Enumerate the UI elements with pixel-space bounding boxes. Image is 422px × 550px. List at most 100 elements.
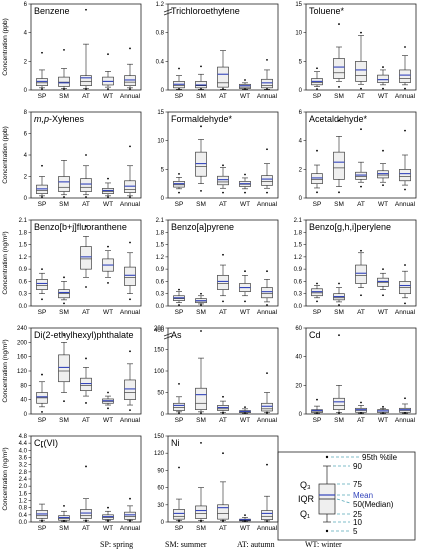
iqr-box (333, 151, 345, 180)
x-tick-label: WT (103, 309, 113, 316)
dot-95 (178, 383, 180, 385)
panel-title: m,p-Xylenes (34, 114, 85, 124)
x-tick-label: Annual (257, 93, 278, 100)
dot-5 (316, 88, 318, 90)
footnote-summer: SM: summer (165, 540, 207, 549)
box-wt (102, 245, 114, 284)
y-tick-label: 0 (24, 88, 28, 94)
box-sp (173, 67, 185, 90)
x-tick-label: WT (103, 525, 113, 532)
x-tick-label: WT (378, 93, 388, 100)
plot-frame (167, 3, 279, 91)
iqr-box (377, 170, 389, 179)
y-tick-label: 1.2 (19, 255, 28, 261)
x-tick-label: WT (240, 525, 250, 532)
y-tick-label: 4.0 (19, 448, 28, 454)
iqr-box (311, 173, 323, 184)
footnote-winter: WT: winter (305, 540, 342, 549)
iqr-box (355, 61, 367, 82)
x-tick-label: AT (357, 417, 365, 424)
plot-frame (167, 219, 279, 307)
y-tick-label: 0 (299, 412, 303, 418)
dot-5 (404, 412, 406, 414)
dot-5 (338, 412, 340, 414)
legend-label-25: 25 (353, 510, 362, 519)
y-tick-label: 1.2 (19, 499, 28, 505)
y-tick-label: 1.2 (156, 255, 165, 261)
y-tick-label: 240 (17, 326, 28, 332)
y-tick-label: 0.3 (19, 292, 28, 298)
y-tick-label: 80 (20, 383, 27, 389)
box-annual (124, 497, 136, 522)
box-annual (124, 241, 136, 301)
iqr-box (195, 151, 207, 177)
box-at (217, 8, 229, 90)
dot-5 (85, 520, 87, 522)
dot-5 (266, 412, 268, 414)
dot-5 (244, 300, 246, 303)
y-tick-label: 0 (161, 88, 165, 94)
dot-95 (266, 463, 268, 466)
x-tick-label: Annual (257, 417, 278, 424)
dot-5 (129, 298, 131, 301)
panel-cr-vi: Cr(VI)0.00.40.81.21.62.02.42.83.23.64.04… (2, 434, 142, 532)
box-sm (195, 330, 207, 414)
panel-acetaldehyde: Acetaldehyde* 0 2 4 6 SP SM AT WT Annual (299, 110, 417, 208)
panel-toluene: Toluene* 0 5 10 15 SP SM AT WT Annual (295, 2, 417, 100)
x-tick-label: SM (334, 309, 344, 316)
box-wt (102, 177, 114, 198)
box-at (355, 249, 367, 297)
y-tick-label: 1.8 (294, 230, 303, 236)
dot-95 (178, 466, 180, 469)
box-annual (261, 270, 273, 306)
y-tick-label: 0.6 (19, 279, 28, 285)
dot-5 (266, 191, 268, 194)
x-tick-label: WT (240, 201, 250, 208)
box-at (355, 31, 367, 90)
x-tick-label: Annual (120, 417, 141, 424)
dot-5 (85, 286, 87, 288)
dot-5 (244, 191, 246, 194)
x-tick-label: SP (313, 93, 322, 100)
x-tick-label: AT (82, 201, 90, 208)
legend-label-iqr: IQR (298, 494, 315, 504)
x-tick-label: Annual (120, 93, 141, 100)
x-tick-label: AT (219, 93, 227, 100)
plot-frame (305, 327, 417, 415)
x-tick-label: WT (378, 201, 388, 208)
dot-5 (316, 191, 318, 194)
dot-95 (222, 164, 224, 167)
y-tick-label: 30 (157, 503, 164, 509)
box-sp (36, 373, 48, 413)
axis-break-mark (163, 332, 173, 337)
dot-5 (107, 520, 109, 522)
dot-95 (63, 334, 65, 337)
dot-95 (107, 53, 109, 56)
dot-5 (360, 87, 362, 90)
iqr-box (58, 176, 70, 192)
panel-formaldehyde: Formaldehyde* 0 5 10 15 SP SM AT WT Annual (157, 110, 279, 208)
box-annual (124, 145, 136, 198)
dot-95 (222, 253, 224, 256)
x-tick-label: WT (378, 417, 388, 424)
dot-95 (382, 268, 384, 271)
dot-95 (382, 149, 384, 152)
y-tick-label: 2.4 (19, 477, 28, 483)
box-annual (261, 148, 273, 194)
y-tick-label: 4 (24, 31, 28, 37)
y-tick-label: 4.4 (19, 441, 28, 447)
box-at (80, 154, 92, 198)
dot-5 (360, 294, 362, 297)
legend-frame (277, 451, 416, 541)
dot-5 (266, 520, 268, 522)
legend-label-q1: Q₁ (300, 509, 310, 519)
y-tick-label: 0.0 (19, 520, 28, 526)
dot-95 (85, 465, 87, 468)
iqr-box (261, 287, 273, 299)
panel-title: Cr(VI) (34, 438, 58, 448)
box-at (80, 465, 92, 522)
box-wt (377, 405, 389, 414)
y-tick-label: 15 (157, 110, 164, 116)
x-tick-label: WT (240, 93, 250, 100)
